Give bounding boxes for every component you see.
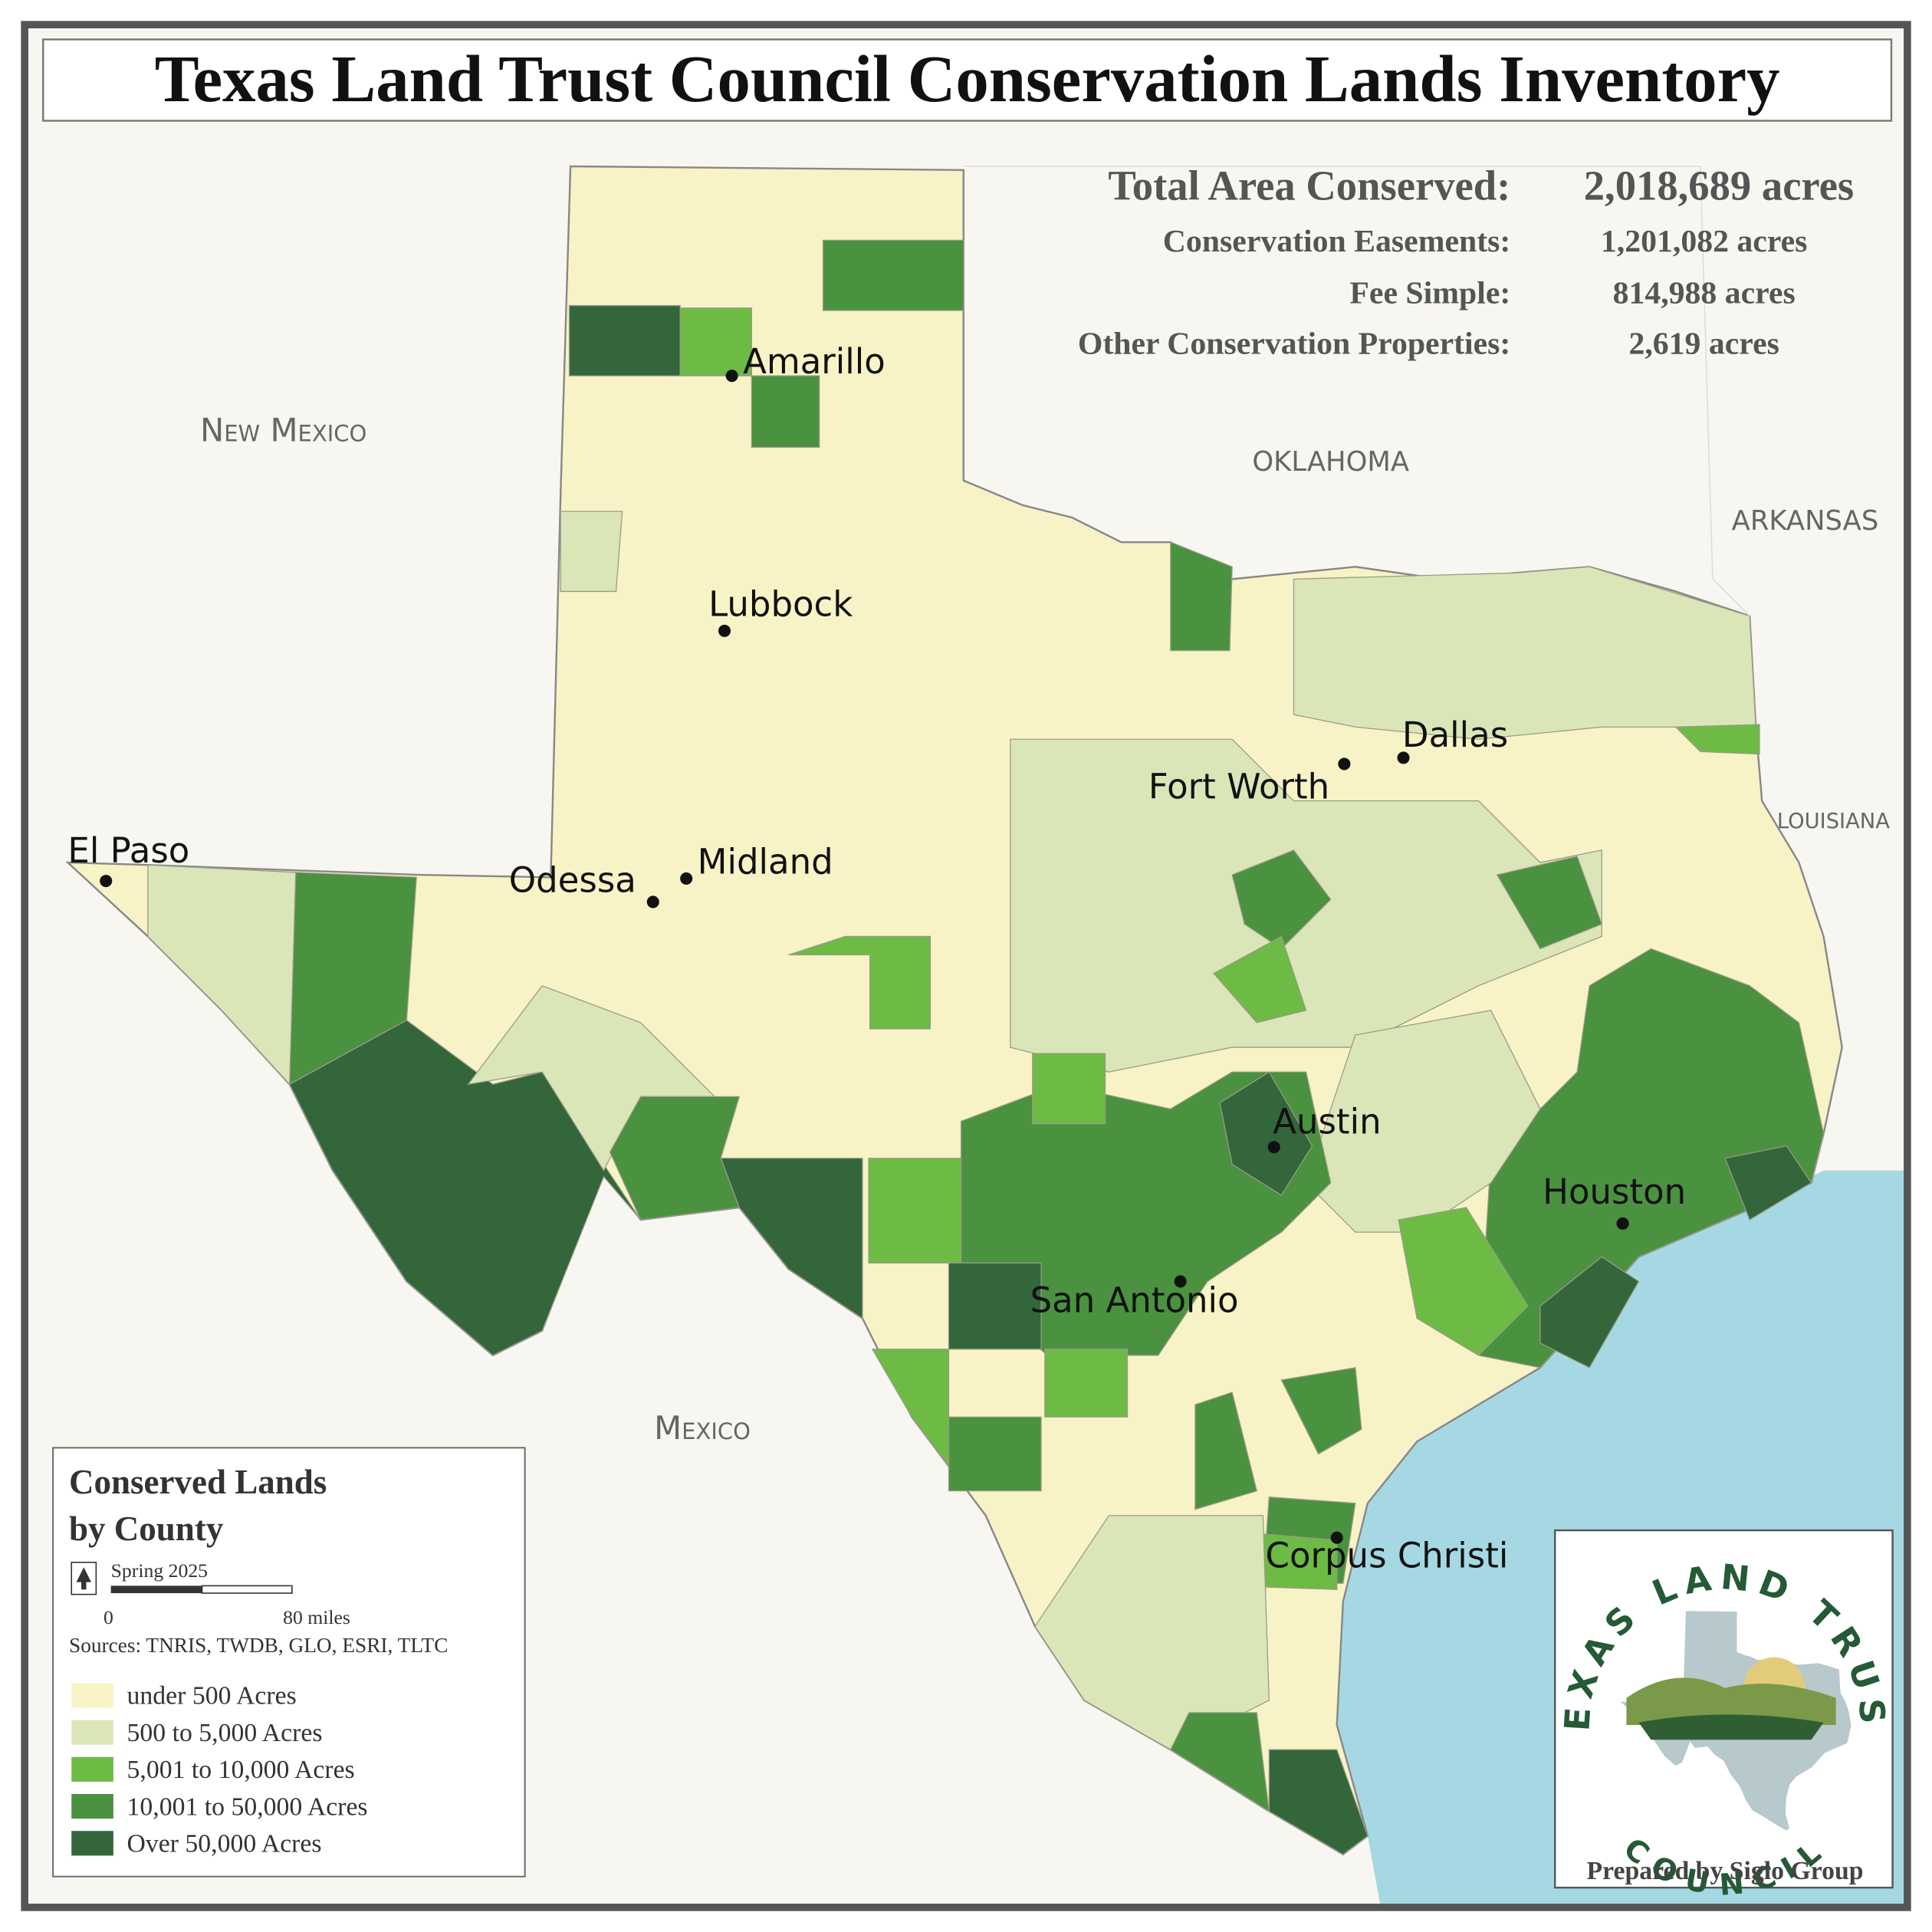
legend-swatch	[71, 1831, 113, 1856]
border	[1712, 578, 1750, 617]
county	[1398, 1207, 1529, 1356]
legend-label: Over 50,000 Acres	[127, 1830, 322, 1858]
county	[1539, 1256, 1640, 1368]
legend-label: 10,001 to 50,000 Acres	[127, 1792, 368, 1821]
county	[1231, 849, 1332, 950]
legend-swatch	[71, 1756, 113, 1782]
county	[788, 935, 932, 1030]
county	[1219, 1071, 1313, 1196]
city-label: Fort Worth	[1148, 766, 1329, 807]
title: Texas Land Trust Council Conservation La…	[155, 42, 1780, 116]
county	[720, 1158, 863, 1319]
city-label: Lubbock	[708, 584, 853, 625]
summary-label: Other Conservation Properties:	[1078, 326, 1511, 361]
city-label: Midland	[698, 841, 833, 882]
summary: Total Area Conserved: 2,018,689 acres Co…	[1078, 162, 1854, 361]
city-dot	[1267, 1141, 1280, 1154]
county	[1194, 1392, 1258, 1510]
logo-hills	[1638, 1714, 1824, 1740]
summary-label: Fee Simple:	[1349, 275, 1510, 310]
city-label: El Paso	[67, 830, 189, 871]
legend-date: Spring 2025	[111, 1559, 208, 1582]
city-label: Houston	[1543, 1171, 1686, 1212]
legend-label: under 500 Acres	[127, 1682, 297, 1710]
county	[948, 1262, 1042, 1350]
city-label: San Antonio	[1030, 1280, 1239, 1321]
prepared-by: Prepared by Siglo Group	[1587, 1857, 1864, 1885]
county	[1280, 1367, 1362, 1455]
city-dot	[1397, 751, 1410, 764]
legend-swatch	[71, 1720, 113, 1745]
city-label: Dallas	[1402, 715, 1508, 755]
county	[1170, 541, 1233, 652]
county	[868, 1158, 962, 1263]
state-borders	[963, 166, 1750, 617]
scale-bar	[201, 1585, 293, 1594]
county	[1213, 935, 1307, 1024]
city-dot	[646, 895, 659, 909]
logo-hills	[1626, 1677, 1836, 1725]
county	[1044, 1349, 1129, 1418]
title-box	[42, 38, 1893, 122]
legend-title: Conserved Lands	[69, 1463, 327, 1501]
summary-label: Total Area Conserved:	[1108, 162, 1510, 209]
summary-value: 2,018,689 acres	[1584, 162, 1854, 209]
scale-label: 0	[104, 1606, 113, 1628]
summary-value: 2,619 acres	[1628, 326, 1779, 361]
state-labels: New Mexico OKLAHOMA ARKANSAS LOUISIANA M…	[200, 411, 1890, 1447]
summary-value: 1,201,082 acres	[1601, 224, 1808, 259]
legend-swatch	[71, 1794, 113, 1819]
county	[679, 307, 752, 376]
city-dot	[1174, 1275, 1187, 1288]
state-label: Mexico	[654, 1409, 751, 1447]
legend-sources: Sources: TNRIS, TWDB, GLO, ESRI, TLTC	[69, 1634, 448, 1657]
county	[1268, 1749, 1368, 1855]
scale-bar	[110, 1585, 202, 1594]
scale-label: 80 miles	[283, 1606, 350, 1628]
county	[288, 1019, 642, 1356]
city-dot	[1616, 1217, 1629, 1230]
county	[1496, 856, 1603, 950]
north-arrow-icon	[76, 1567, 91, 1590]
county	[948, 1416, 1042, 1492]
state-label: ARKANSAS	[1732, 505, 1879, 537]
city-dot	[100, 875, 113, 888]
county	[568, 304, 681, 376]
counties	[147, 239, 1825, 1855]
legend-box	[52, 1447, 526, 1878]
cities: Amarillo Lubbock Dallas Fort Worth El Pa…	[67, 341, 1686, 1576]
state-label: New Mexico	[200, 411, 366, 449]
county	[1032, 1053, 1106, 1125]
city-dot	[680, 872, 693, 885]
summary-value: 814,988 acres	[1613, 275, 1796, 310]
legend-label: 5,001 to 10,000 Acres	[127, 1756, 355, 1784]
state-label: OKLAHOMA	[1252, 446, 1409, 478]
city-dot	[1338, 757, 1351, 770]
city-label: Corpus Christi	[1266, 1535, 1509, 1576]
city-label: Austin	[1273, 1102, 1381, 1142]
legend-swatch	[71, 1683, 113, 1708]
county	[147, 864, 297, 1086]
county	[822, 239, 964, 311]
legend-label: 500 to 5,000 Acres	[127, 1719, 323, 1747]
city-label: Odessa	[509, 860, 636, 901]
legend-title: by County	[69, 1510, 224, 1548]
county	[751, 375, 820, 449]
county	[560, 511, 623, 593]
legend-items: under 500 Acres 500 to 5,000 Acres 5,001 t…	[71, 1682, 368, 1858]
county	[1724, 1145, 1812, 1221]
state-label: LOUISIANA	[1777, 810, 1890, 833]
summary-label: Conservation Easements:	[1163, 224, 1511, 259]
city-dot	[725, 370, 738, 383]
city-dot	[718, 624, 731, 637]
city-label: Amarillo	[743, 341, 886, 382]
border	[963, 166, 1714, 580]
county	[1674, 724, 1760, 755]
city-dot	[1330, 1531, 1343, 1544]
legend: Conserved Lands by County Spring 2025 0 …	[52, 1447, 526, 1878]
